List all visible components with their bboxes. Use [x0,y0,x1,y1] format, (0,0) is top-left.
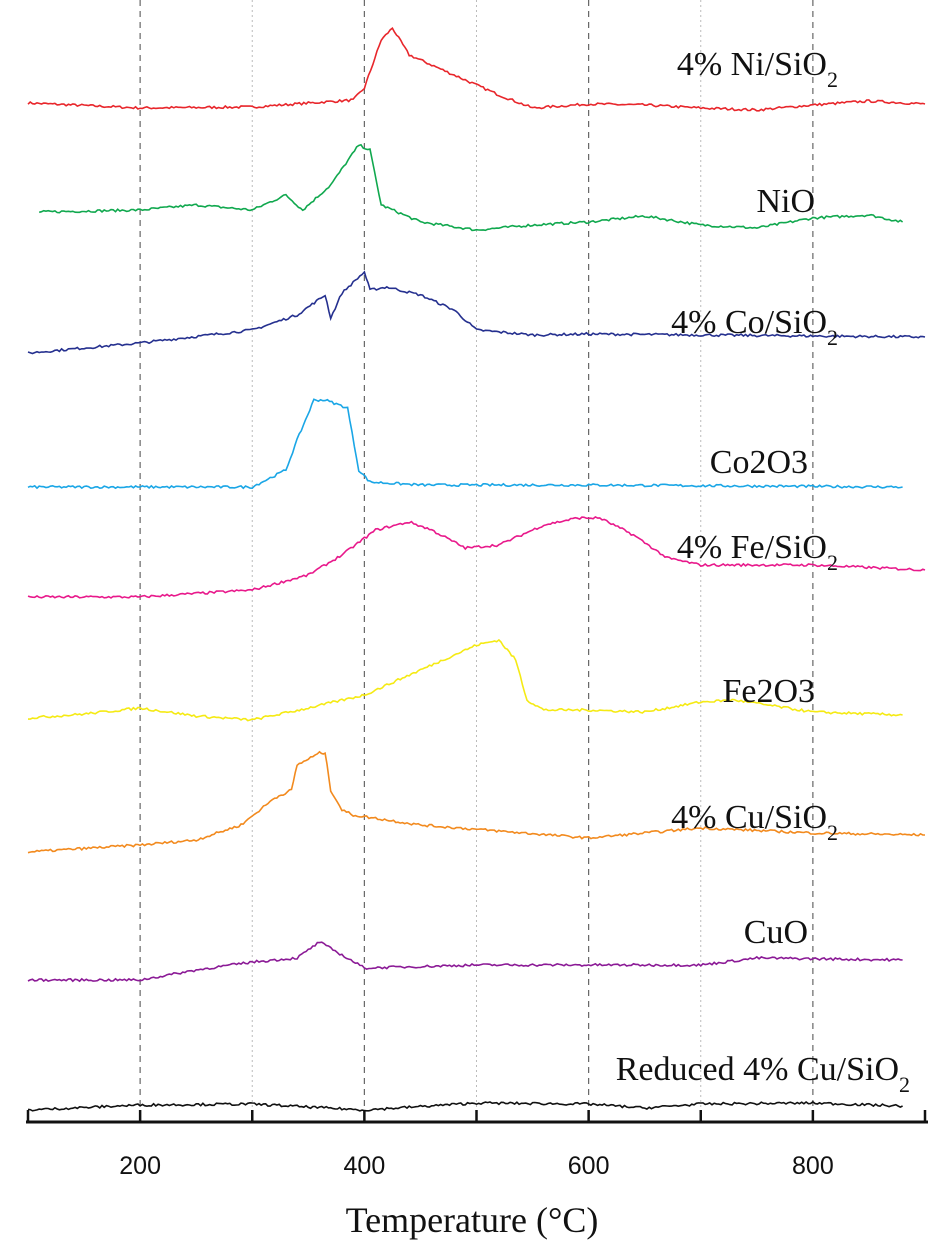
series-label-3: Co2O3 [710,444,808,481]
series-line-8 [27,1100,903,1112]
series-labels: 4% Ni/SiO2 NiO 4% Co/SiO2 Co2O3 4% Fe/SiO2 Fe… [616,46,910,1097]
series-line-7 [27,941,903,983]
series-label-0: 4% Ni/SiO2 [677,46,838,92]
series-label-5: Fe2O3 [722,673,815,710]
series-line-4 [27,515,926,599]
series-line-2 [27,270,926,355]
series-lines [27,27,926,1112]
series-line-5 [28,638,903,722]
x-tick-label: 400 [344,1152,386,1180]
x-tick-label: 600 [568,1152,610,1180]
series-label-4: 4% Fe/SiO2 [677,529,838,575]
series-label-6: 4% Cu/SiO2 [671,799,838,845]
series-label-8: Reduced 4% Cu/SiO2 [616,1051,910,1097]
x-axis-title: Temperature (°C) [346,1200,599,1240]
series-line-3 [27,398,903,490]
x-tick-label: 800 [792,1152,834,1180]
series-line-6 [27,750,925,854]
series-label-1: NiO [756,183,815,220]
x-tick-label: 200 [119,1152,161,1180]
grid-lines [139,0,814,1122]
series-label-7: CuO [744,914,808,951]
series-label-2: 4% Co/SiO2 [671,304,838,350]
series-line-1 [38,143,904,232]
series-line-0 [27,27,926,112]
x-axis: 200 400 600 800 [26,1110,928,1180]
